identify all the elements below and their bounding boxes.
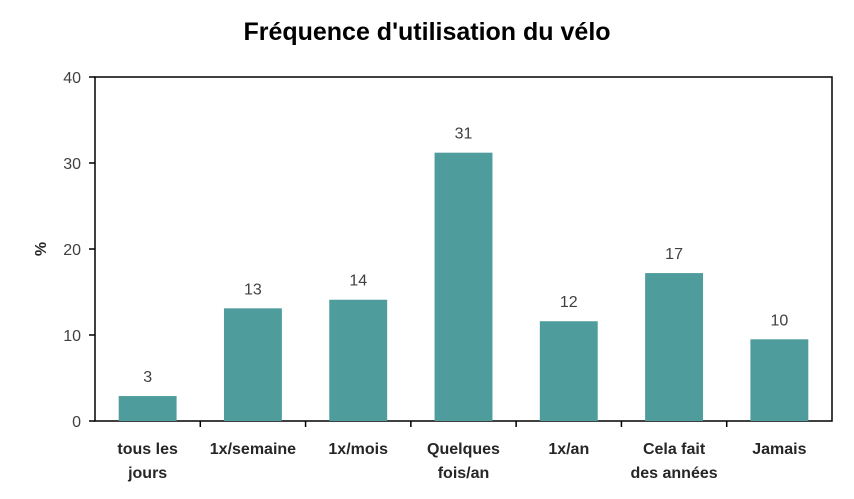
bar [223, 308, 282, 421]
chart-labels: 3 tous les jours 13 1x/semaine 14 1x/mois 31 Que… [117, 126, 806, 482]
bar [750, 339, 809, 421]
chart-title: Fréquence d'utilisation du vélo [243, 18, 611, 46]
data-label: 10 [770, 312, 788, 329]
data-label: 14 [349, 273, 367, 290]
category-label: 1x/an [548, 441, 589, 458]
category-label: tous les [117, 441, 178, 458]
y-tick-label: 10 [63, 328, 81, 345]
category-label: Quelques [427, 441, 500, 458]
y-tick-label: 20 [63, 242, 81, 259]
y-tick-label: 40 [63, 70, 81, 87]
data-label: 3 [143, 369, 152, 386]
bar [118, 396, 177, 421]
y-axis-label: % [33, 242, 50, 256]
category-label: 1x/mois [328, 441, 388, 458]
bar [645, 273, 704, 421]
data-label: 12 [560, 294, 578, 311]
bar [434, 152, 493, 421]
category-label: 1x/semaine [210, 441, 296, 458]
category-label: des années [630, 465, 717, 482]
chart-bars [118, 152, 809, 421]
data-label: 17 [665, 246, 683, 263]
y-tick-label: 30 [63, 156, 81, 173]
y-tick-label: 0 [72, 414, 81, 431]
category-label: Jamais [752, 441, 806, 458]
category-label: fois/an [438, 465, 490, 482]
bar [329, 299, 388, 421]
category-label: jours [127, 465, 167, 482]
data-label: 31 [455, 126, 473, 143]
bar [539, 321, 598, 421]
data-label: 13 [244, 281, 262, 298]
category-label: Cela fait [643, 441, 706, 458]
